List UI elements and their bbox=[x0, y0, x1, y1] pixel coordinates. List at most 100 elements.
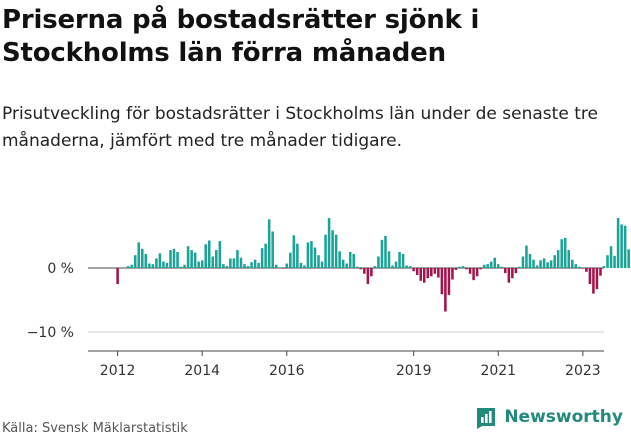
bar-positive bbox=[373, 266, 377, 268]
bar-positive bbox=[521, 256, 525, 268]
bar-positive bbox=[126, 266, 130, 268]
bar-positive bbox=[229, 258, 232, 268]
bar-negative bbox=[447, 268, 451, 295]
bar-positive bbox=[535, 265, 539, 268]
bar-positive bbox=[193, 252, 197, 268]
bar-negative bbox=[592, 268, 595, 294]
bar-positive bbox=[380, 239, 384, 268]
bar-negative bbox=[588, 268, 592, 284]
bar-positive bbox=[334, 234, 338, 268]
bar-positive bbox=[151, 264, 155, 268]
bar-positive bbox=[532, 259, 535, 268]
bar-positive bbox=[620, 224, 623, 268]
bar-positive bbox=[236, 250, 239, 268]
bar-positive bbox=[246, 266, 250, 268]
bar-positive bbox=[549, 260, 553, 268]
bar-negative bbox=[444, 268, 447, 312]
newsworthy-logo-icon bbox=[477, 408, 496, 429]
bar-negative bbox=[514, 268, 518, 274]
bar-positive bbox=[165, 262, 169, 268]
bar-positive bbox=[542, 258, 546, 268]
x-axis: 2012 2014 2016 2019 2021 2023 bbox=[88, 350, 604, 379]
bar-positive bbox=[482, 264, 486, 268]
bar-positive bbox=[401, 253, 405, 268]
bar-negative bbox=[422, 268, 426, 283]
bar-positive bbox=[398, 252, 401, 268]
bar-negative bbox=[363, 268, 366, 274]
bar-positive bbox=[243, 264, 246, 268]
bar-positive bbox=[391, 265, 394, 268]
bar-negative bbox=[595, 268, 599, 290]
bar-positive bbox=[204, 244, 207, 268]
bar-positive bbox=[458, 266, 461, 268]
bar-positive bbox=[384, 236, 387, 268]
bar-positive bbox=[528, 253, 532, 268]
bar-negative bbox=[116, 268, 119, 284]
bar-positive bbox=[496, 264, 500, 268]
bar-negative bbox=[430, 268, 433, 277]
bar-positive bbox=[352, 253, 356, 268]
bar-negative bbox=[440, 268, 444, 295]
bar-positive bbox=[313, 247, 317, 268]
bar-positive bbox=[345, 263, 348, 268]
bar-negative bbox=[507, 268, 511, 283]
bar-positive bbox=[567, 250, 571, 268]
bar-positive bbox=[461, 266, 465, 268]
bar-positive bbox=[232, 258, 236, 268]
bar-positive bbox=[158, 253, 162, 268]
bar-positive bbox=[155, 258, 158, 268]
brand-logo[interactable]: Newsworthy bbox=[474, 405, 623, 429]
bar-positive bbox=[493, 257, 497, 268]
bar-negative bbox=[581, 268, 585, 269]
bar-positive bbox=[338, 251, 341, 268]
bar-positive bbox=[200, 260, 204, 268]
bar-positive bbox=[571, 259, 574, 268]
bar-positive bbox=[207, 240, 211, 268]
bar-positive bbox=[183, 264, 186, 268]
bar-positive bbox=[317, 255, 320, 268]
bar-positive bbox=[327, 218, 331, 268]
bar-positive bbox=[215, 250, 218, 268]
bar-positive bbox=[211, 256, 215, 268]
bar-positive bbox=[539, 260, 542, 268]
bar-positive bbox=[303, 265, 306, 268]
chart-title: Priserna på bostadsrätter sjönk i Stockh… bbox=[2, 5, 480, 68]
bar-positive bbox=[190, 250, 193, 268]
bar-positive bbox=[486, 264, 489, 268]
bar-positive bbox=[553, 255, 556, 268]
bar-negative bbox=[511, 268, 514, 279]
bar-negative bbox=[412, 268, 415, 272]
y-tick-label: −10 % bbox=[27, 325, 74, 341]
bar-positive bbox=[239, 257, 243, 268]
bar-positive bbox=[341, 259, 345, 268]
bar-positive bbox=[271, 231, 274, 268]
bar-positive bbox=[320, 261, 324, 268]
bar-negative bbox=[281, 268, 285, 269]
bar-positive bbox=[257, 262, 260, 268]
bar-positive bbox=[500, 266, 504, 268]
bar-positive bbox=[348, 252, 352, 268]
bar-positive bbox=[299, 262, 303, 268]
bar-positive bbox=[292, 235, 296, 268]
bar-negative bbox=[359, 268, 363, 270]
bar-positive bbox=[356, 266, 359, 268]
bar-positive bbox=[264, 243, 267, 268]
bar-positive bbox=[176, 252, 179, 268]
bar-negative bbox=[366, 268, 370, 284]
bar-negative bbox=[472, 268, 475, 281]
bar-positive bbox=[267, 219, 271, 268]
y-axis-labels: 0 % −10 % bbox=[27, 261, 74, 341]
bar-positive bbox=[560, 239, 563, 268]
bar-negative bbox=[419, 268, 422, 281]
x-tick-label: 2012 bbox=[100, 363, 136, 379]
x-tick-label: 2021 bbox=[480, 363, 516, 379]
bar-positive bbox=[218, 241, 222, 268]
bar-positive bbox=[133, 255, 137, 268]
bar-positive bbox=[556, 250, 560, 268]
bar-positive bbox=[574, 264, 578, 268]
bar-negative bbox=[479, 268, 482, 270]
x-tick-label: 2014 bbox=[184, 363, 220, 379]
bar-negative bbox=[599, 268, 602, 276]
bar-negative bbox=[437, 268, 440, 278]
bar-positive bbox=[141, 248, 144, 268]
